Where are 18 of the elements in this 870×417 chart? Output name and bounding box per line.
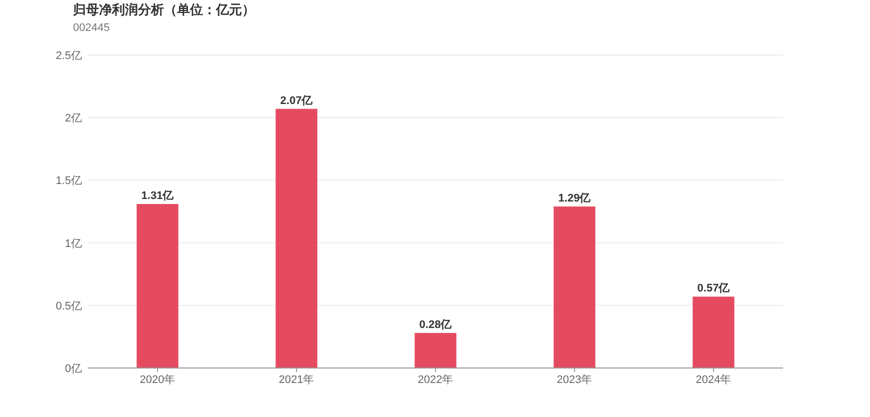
data-label: 1.29亿 xyxy=(558,192,591,204)
xtick: 2022年 xyxy=(418,374,454,386)
ytick: 2亿 xyxy=(64,112,82,125)
xtick: 2023年 xyxy=(556,374,592,386)
xtick: 2024年 xyxy=(696,374,732,386)
xtick: 2021年 xyxy=(278,374,314,386)
data-label: 2.07亿 xyxy=(280,94,313,107)
ytick: 2.5亿 xyxy=(56,50,82,62)
ytick: 1亿 xyxy=(64,238,82,250)
ytick: 0.5亿 xyxy=(56,300,82,312)
data-label: 0.57亿 xyxy=(697,282,730,295)
data-label: 0.28亿 xyxy=(419,318,452,331)
ytick: 0亿 xyxy=(64,363,82,375)
subtitle: 002445 xyxy=(73,22,110,34)
xtick: 2020年 xyxy=(140,374,176,386)
title: 归母净利润分析（单位：亿元） xyxy=(73,2,255,17)
ytick: 1.5亿 xyxy=(56,175,82,188)
data-label: 1.31亿 xyxy=(141,190,174,202)
